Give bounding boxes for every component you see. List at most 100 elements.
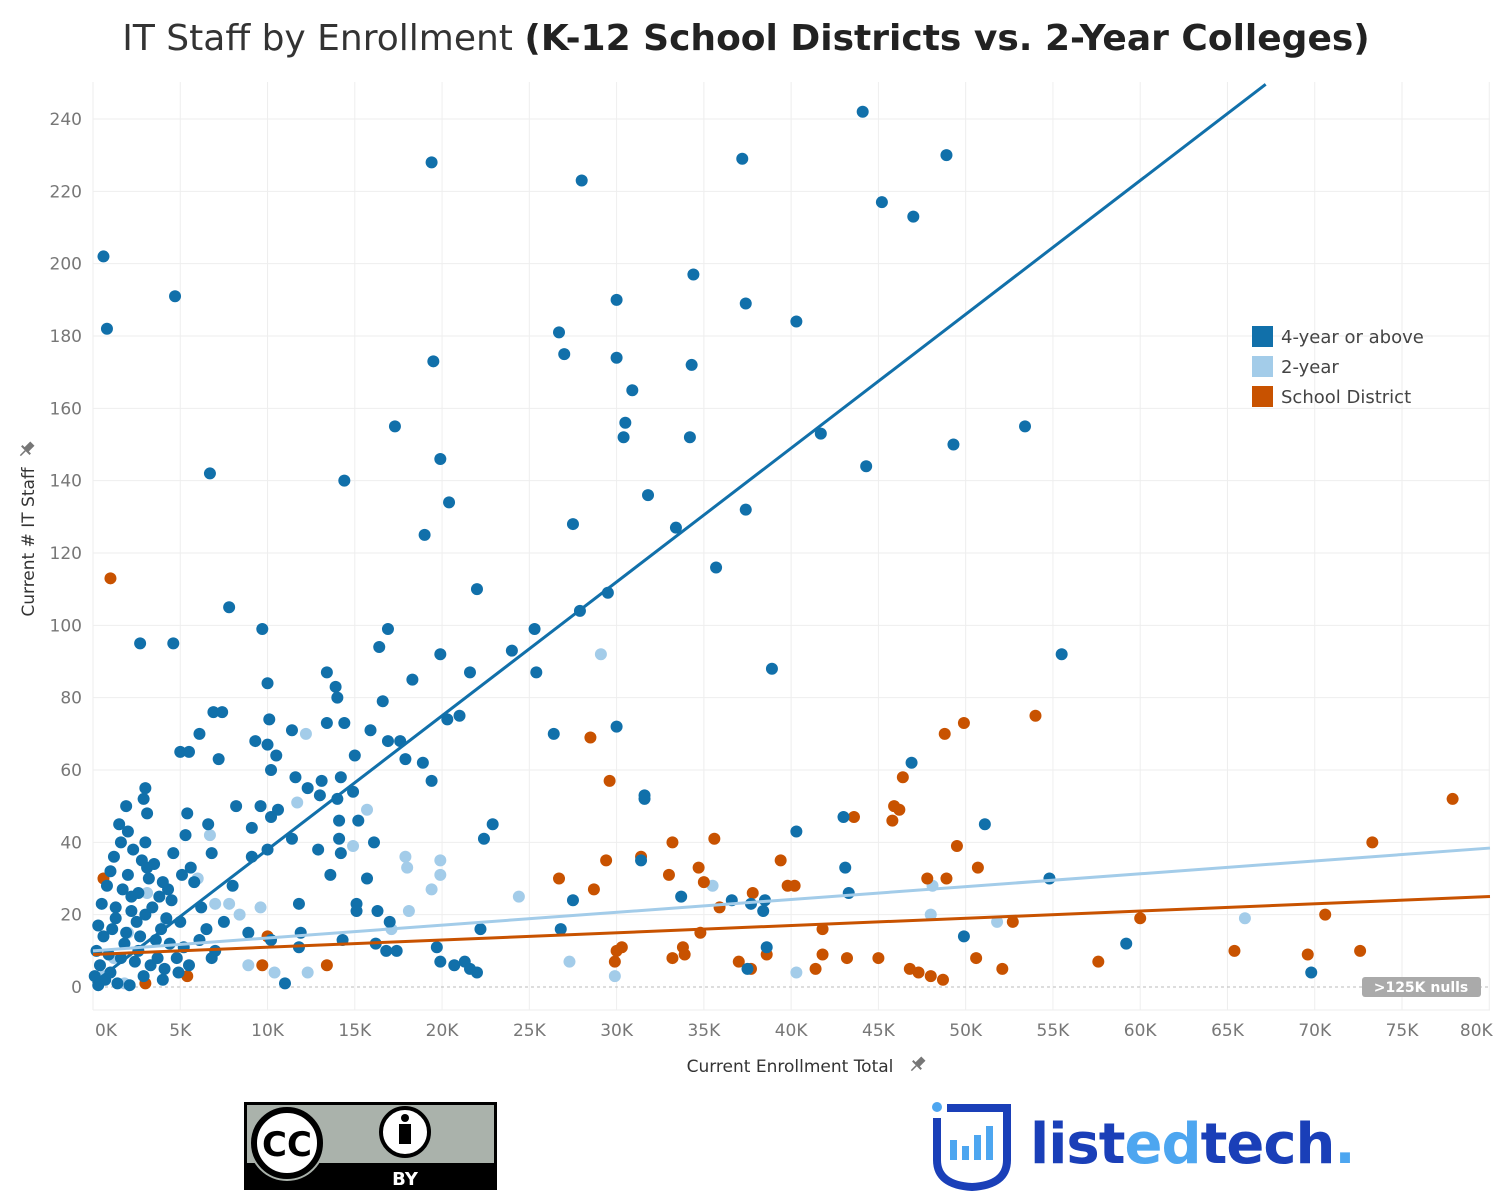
trend-line	[92, 83, 1267, 985]
y-tick-label: 80	[60, 689, 82, 709]
data-point	[212, 753, 225, 766]
data-point	[381, 622, 394, 635]
x-axis-pin-icon[interactable]	[907, 1054, 928, 1075]
data-point	[402, 905, 415, 918]
data-point	[441, 713, 454, 726]
cc-by-license-logo: CC BY	[244, 1102, 497, 1190]
data-point	[678, 948, 691, 961]
data-point	[610, 720, 623, 733]
data-point	[739, 503, 752, 516]
data-point	[790, 825, 803, 838]
data-point	[134, 637, 147, 650]
data-point	[463, 666, 476, 679]
brand-part: .	[1334, 1112, 1355, 1177]
y-tick-label: 140	[50, 472, 82, 492]
data-point	[216, 706, 229, 719]
data-point	[156, 973, 169, 986]
data-point	[1305, 966, 1318, 979]
data-point	[936, 973, 949, 986]
data-point	[434, 648, 447, 661]
y-tick-label: 60	[60, 761, 82, 781]
data-point	[626, 384, 639, 397]
data-point	[334, 847, 347, 860]
data-point	[265, 811, 278, 824]
listedtech-logo-icon	[932, 1102, 1011, 1192]
data-point	[313, 789, 326, 802]
data-point	[182, 959, 195, 972]
x-tick-label: 60K	[1124, 1021, 1158, 1041]
data-point	[209, 897, 222, 910]
data-point	[176, 868, 189, 881]
data-point	[816, 923, 829, 936]
data-point	[608, 955, 621, 968]
data-point	[230, 800, 243, 813]
data-point	[261, 738, 274, 751]
data-point	[361, 872, 374, 885]
data-point	[320, 666, 333, 679]
data-point	[106, 923, 119, 936]
data-point	[603, 774, 616, 787]
data-point	[137, 792, 150, 805]
data-point	[1029, 709, 1042, 722]
data-point	[301, 966, 314, 979]
data-point	[788, 879, 801, 892]
data-point	[388, 420, 401, 433]
data-point	[104, 865, 117, 878]
data-point	[278, 977, 291, 990]
legend-label: 2-year	[1281, 357, 1339, 378]
data-point	[1366, 836, 1379, 849]
data-point	[554, 923, 567, 936]
data-point	[470, 583, 483, 596]
data-point	[453, 709, 466, 722]
legend-swatch	[1252, 356, 1273, 377]
data-point	[268, 966, 281, 979]
data-point	[856, 105, 869, 118]
data-point	[141, 807, 154, 820]
x-tick-label: 40K	[775, 1021, 809, 1041]
data-point	[291, 796, 304, 809]
data-point	[142, 872, 155, 885]
data-point	[153, 890, 166, 903]
data-point	[137, 970, 150, 983]
data-point	[425, 883, 438, 896]
trend-lines	[92, 83, 1491, 985]
data-point	[172, 966, 185, 979]
data-point	[905, 756, 918, 769]
data-point	[104, 572, 117, 585]
data-point	[553, 872, 566, 885]
data-point	[381, 735, 394, 748]
data-point	[741, 962, 754, 975]
chart-title: IT Staff by Enrollment (K-12 School Dist…	[0, 18, 1492, 59]
x-axis-label: Current Enrollment Total	[687, 1057, 894, 1077]
y-axis-pin-icon[interactable]	[16, 439, 37, 460]
data-point	[141, 886, 154, 899]
x-tick-label: 10K	[251, 1021, 285, 1041]
data-point	[425, 774, 438, 787]
data-point	[860, 460, 873, 473]
data-point	[265, 764, 278, 776]
data-point	[249, 735, 262, 748]
data-point	[242, 959, 255, 972]
data-point	[1092, 955, 1105, 968]
data-point	[938, 727, 951, 740]
data-point	[109, 901, 122, 914]
data-point	[174, 745, 187, 758]
data-point	[120, 926, 133, 939]
data-point	[1019, 420, 1032, 433]
nulls-badge[interactable]: >125K nulls	[1362, 977, 1481, 997]
data-point	[170, 952, 183, 965]
data-point	[1055, 648, 1068, 661]
data-point	[893, 803, 906, 816]
data-point	[940, 872, 953, 885]
data-point	[100, 879, 113, 892]
data-point	[111, 977, 124, 990]
data-point	[940, 149, 953, 162]
data-point	[1354, 944, 1367, 957]
data-point	[872, 952, 885, 965]
data-point	[331, 792, 344, 805]
data-point	[113, 818, 126, 831]
data-point	[223, 897, 236, 910]
data-point	[675, 890, 688, 903]
